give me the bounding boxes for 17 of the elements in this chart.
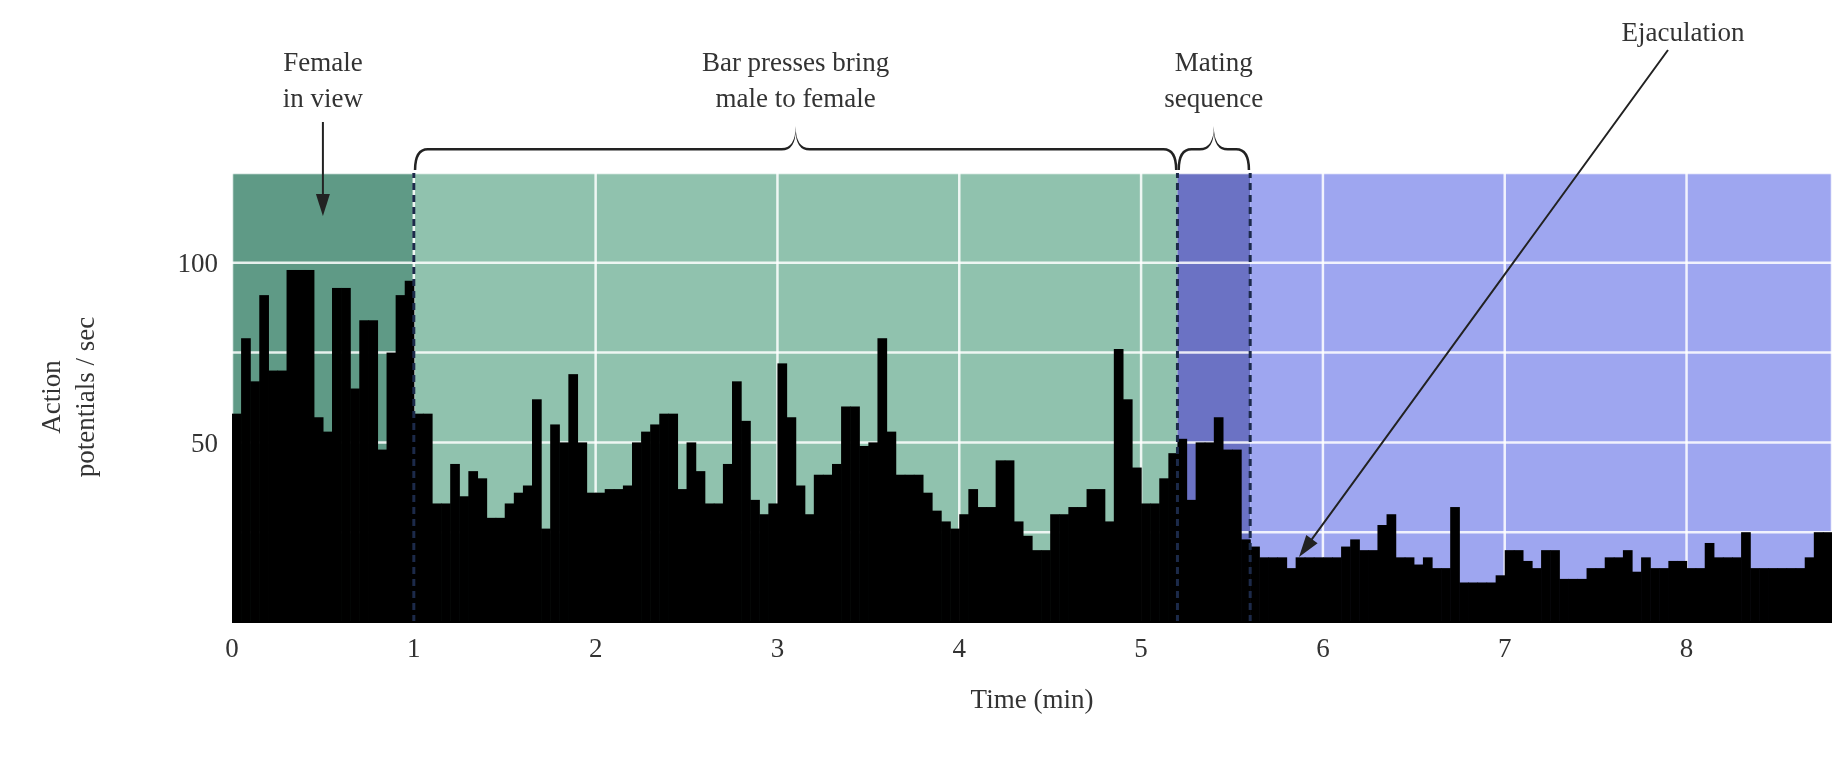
y-tick-label: 100 [177,248,218,279]
x-axis-title: Time (min) [970,684,1094,714]
band-label: Female in view [281,46,365,115]
x-tick-label: 4 [952,633,967,664]
band-label: Bar presses bring male to female [700,46,891,115]
x-tick-label: 7 [1497,633,1512,664]
x-tick-label: 5 [1134,633,1148,664]
x-tick-label: 1 [407,633,421,664]
x-tick-label: 6 [1316,633,1330,664]
x-tick-label: 0 [225,633,239,664]
y-tick-label: 50 [191,427,218,458]
x-tick-label: 2 [588,633,603,664]
band-label: Mating sequence [1163,46,1264,115]
text: Ejaculation [1620,16,1746,49]
x-tick-label: 3 [770,633,785,664]
x-tick-label: 8 [1679,633,1694,664]
y-axis-title: Action potentials / sec [35,315,101,479]
